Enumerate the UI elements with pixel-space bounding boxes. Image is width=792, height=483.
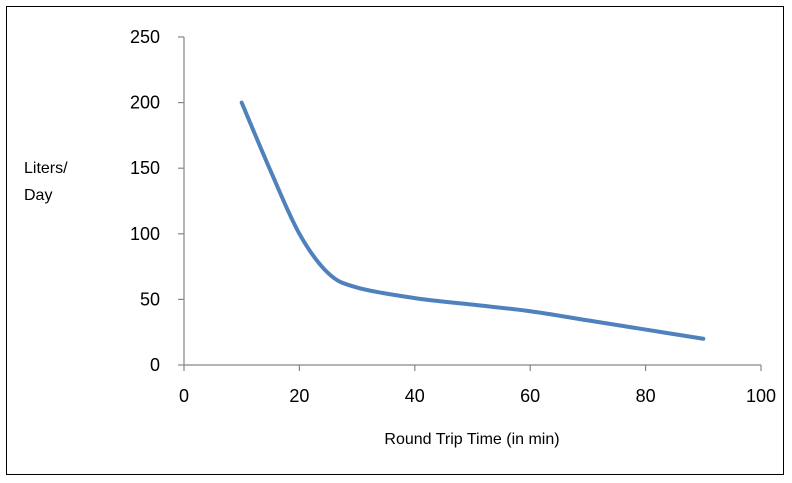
y-tick-label: 100	[130, 224, 160, 244]
x-tick-label: 40	[405, 386, 425, 406]
y-tick-label: 200	[130, 93, 160, 113]
y-axis-tick-labels: 0 50 100 150 200 250	[130, 27, 160, 375]
x-tick-label: 20	[289, 386, 309, 406]
y-tick-label: 150	[130, 158, 160, 178]
chart-frame	[6, 6, 784, 475]
series-line	[239, 100, 706, 341]
x-tick-label: 60	[520, 386, 540, 406]
x-axis-tick-labels: 0 20 40 60 80 100	[179, 386, 776, 406]
y-axis-title-line-1: Liters/	[24, 160, 68, 177]
x-tick-label: 80	[636, 386, 656, 406]
y-tick-label: 250	[130, 27, 160, 47]
x-axis-title: Round Trip Time (in min)	[384, 431, 559, 448]
x-tick-label: 100	[746, 386, 776, 406]
y-tick-label: 0	[150, 355, 160, 375]
axis-tick-marks	[178, 36, 762, 371]
y-tick-label: 50	[140, 289, 160, 309]
y-axis-title-line-2: Day	[24, 187, 52, 204]
x-tick-label: 0	[179, 386, 189, 406]
